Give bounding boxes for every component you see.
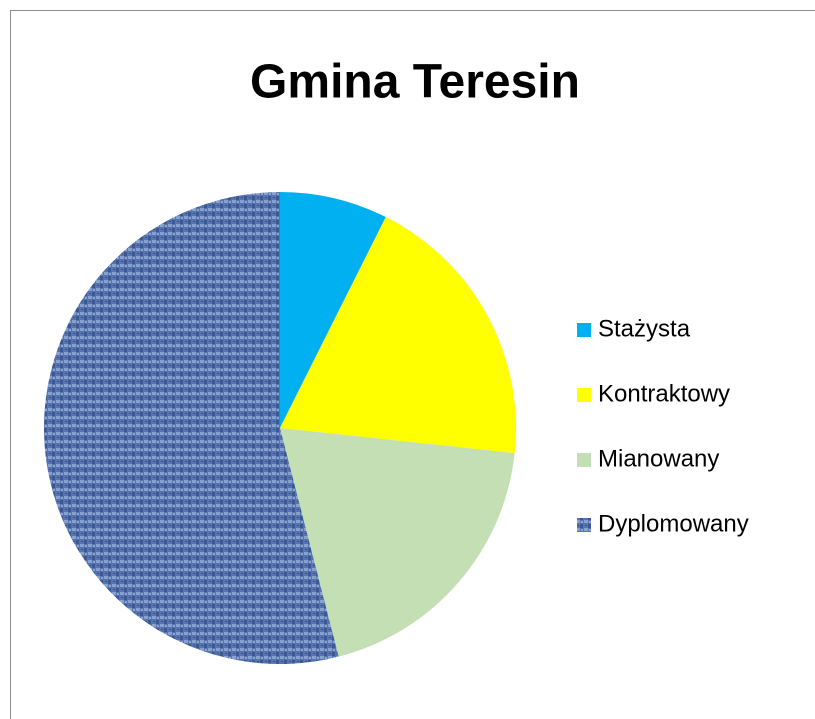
pie-slice <box>280 192 386 428</box>
legend-label: Kontraktowy <box>598 380 730 407</box>
legend-swatch <box>577 388 591 402</box>
pie-slice <box>280 217 516 454</box>
legend-label: Stażysta <box>598 315 691 342</box>
chart-title: Gmina Teresin <box>250 56 580 109</box>
legend-label: Dyplomowany <box>598 510 749 537</box>
legend-swatch <box>577 323 591 337</box>
legend-swatch <box>577 453 591 467</box>
legend-swatch <box>577 518 591 532</box>
legend-label: Mianowany <box>598 445 719 472</box>
pie-slice <box>280 428 515 657</box>
pie-slice <box>43 192 339 664</box>
